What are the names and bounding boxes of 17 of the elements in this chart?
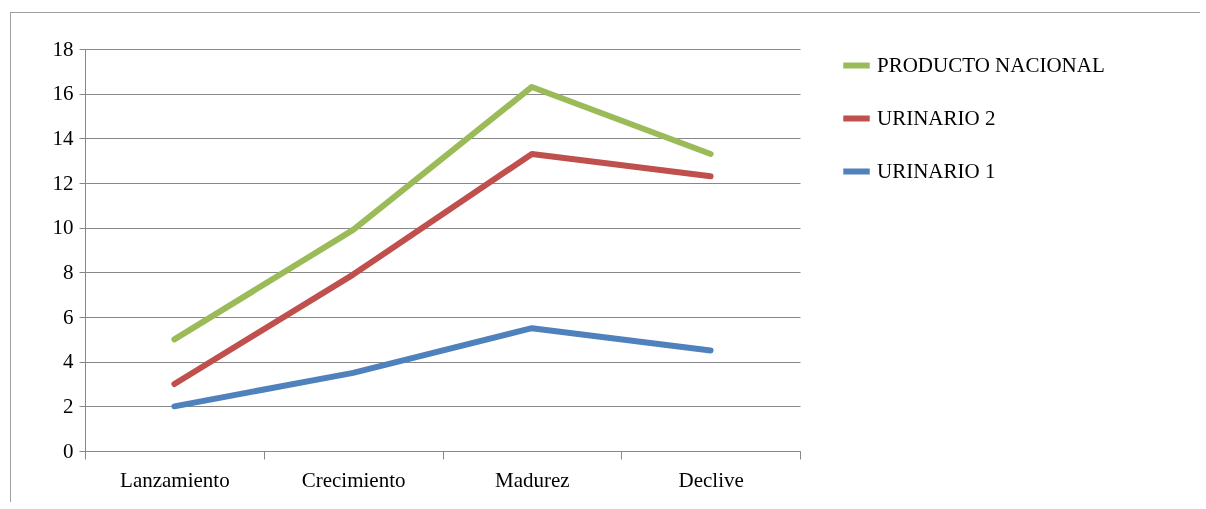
x-tick-label: Lanzamiento [120,467,230,492]
x-tick-label: Declive [678,467,744,492]
y-tick-label: 2 [63,393,74,418]
y-tick-label: 18 [52,36,74,61]
y-tick-label: 14 [52,125,74,150]
y-tick-label: 0 [63,438,74,463]
legend-label: URINARIO 1 [877,158,996,183]
y-tick-label: 16 [52,81,74,106]
y-tick-label: 12 [52,170,74,195]
y-tick-label: 10 [52,215,74,240]
y-tick-label: 8 [63,259,74,284]
legend-label: URINARIO 2 [877,105,996,130]
x-tick-label: Crecimiento [301,467,406,492]
y-tick-label: 4 [63,349,74,374]
y-tick-label: 6 [63,304,74,329]
x-tick-label: Madurez [495,467,570,492]
legend-label: PRODUCTO NACIONAL [877,52,1105,77]
